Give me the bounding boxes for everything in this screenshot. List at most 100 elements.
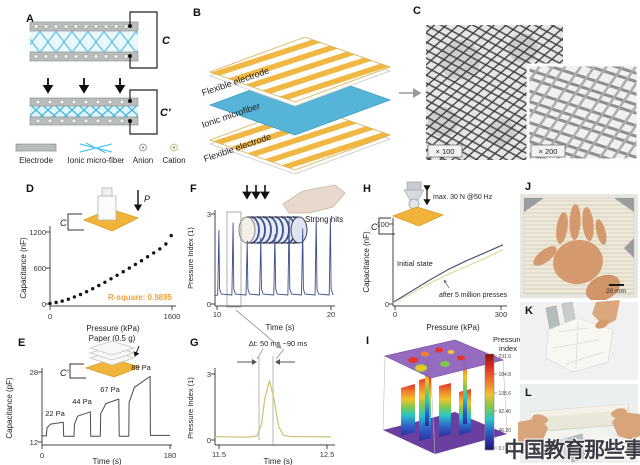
panel-l: L — [518, 382, 640, 465]
h-ytick-0: 0 — [385, 300, 389, 309]
capacitor-wire — [378, 217, 395, 235]
hand-on-sensor-photo: 20 mm — [520, 194, 638, 302]
zoom-box — [226, 211, 242, 308]
mat-clips — [524, 198, 634, 258]
panel-e: E Paper (0.5 g) C' 12 28 0 180 Time (s) … — [0, 332, 185, 465]
step-label-89pa: 89 Pa — [131, 363, 151, 372]
f-xlabel: Time (s) — [265, 323, 294, 332]
legend-electrode: Electrode — [19, 156, 53, 165]
d-ytick-1200: 1200 — [29, 228, 46, 237]
panel-b-label: B — [193, 7, 201, 19]
d-scatter-points — [48, 233, 173, 306]
step-label-22pa: 22 Pa — [45, 409, 65, 418]
colorbar: Pressure index 231.0 184.8 138.6 92.40 4… — [484, 335, 523, 452]
surface-plot — [382, 339, 508, 455]
step-label-67pa: 67 Pa — [100, 385, 120, 394]
g-xlabel: Time (s) — [263, 457, 292, 465]
rsquare-annotation: R-square: 0.9895 — [108, 293, 173, 302]
panel-h-plot: H max. 30 N @50 Hz C 0 100 0 300 Pressur… — [362, 181, 508, 332]
legend-cation: Cation — [162, 156, 185, 165]
panel-h-label: H — [363, 183, 371, 195]
e-ylabel: Capacitance (pF) — [5, 377, 14, 439]
f-spike-curve — [214, 216, 334, 297]
h-ytick-100: 100 — [376, 220, 389, 229]
g-ytick-0: 0 — [207, 436, 211, 445]
right-hand — [611, 408, 640, 440]
fiber-swatch — [79, 142, 113, 154]
step-label-44pa: 44 Pa — [72, 397, 92, 406]
capacitance-symbol: C — [60, 218, 67, 228]
cb-tick-5: 0.000 — [499, 446, 512, 452]
panel-g: G Δt: 50 ms ~90 ms 0 3 11.5 12.5 Time (s… — [183, 332, 340, 465]
paper-sheet — [88, 340, 136, 356]
electrode-tab — [567, 433, 587, 463]
panel-l-label: L — [525, 387, 532, 399]
sensor-plate — [391, 206, 445, 227]
d-ylabel: Capacitance (nF) — [19, 237, 28, 299]
capacitance-symbol-pressed: C' — [160, 107, 171, 119]
electrode-swatch — [15, 143, 57, 152]
legend-fiber: Ionic micro-fiber — [68, 156, 125, 165]
h-xlabel: Pressure (kPa) — [426, 323, 480, 332]
initial-state-label: Initial state — [397, 259, 433, 268]
cb-tick-1: 184.8 — [499, 372, 512, 378]
f-ylabel: Pressure Index (1) — [186, 227, 195, 289]
hand — [533, 204, 621, 302]
aged-pointer — [443, 279, 450, 289]
pressure-spike — [463, 358, 467, 424]
g-ytick-3: 3 — [207, 370, 211, 379]
legend-anion: Anion — [133, 156, 153, 165]
magnification-tag-200: × 200 — [530, 144, 566, 158]
f-xtick-20: 20 — [327, 310, 335, 319]
d-xtick-0: 0 — [48, 312, 52, 321]
panel-a: A C — [0, 0, 190, 177]
axes — [389, 218, 507, 310]
sem-image-200x — [526, 63, 640, 162]
panel-b-drawing: B Flexible electrode Ionic microfiber Fl… — [193, 7, 392, 175]
h-ylabel: Capacitance (nF) — [362, 231, 371, 293]
panel-c: C × 100 × 200 — [398, 0, 640, 185]
panel-c-label: C — [413, 5, 421, 17]
capacitor-wire — [67, 213, 84, 231]
top-electrode-layer — [208, 36, 392, 103]
e-ytick-28: 28 — [30, 368, 38, 377]
cb-tick-0: 231.0 — [499, 354, 512, 360]
panel-f-plot: F Strong hits 0 3 10 20 Time (s) — [186, 183, 346, 332]
panel-e-label: E — [18, 337, 25, 349]
panel-j: J 20 mm — [518, 180, 640, 305]
hitting-hand — [282, 184, 346, 214]
strong-hits-caption: Strong hits — [305, 215, 343, 224]
top-pressure-layer — [383, 339, 505, 379]
cb-tick-2: 138.6 — [499, 391, 512, 397]
dt-measure-guides — [237, 348, 295, 445]
panel-e-plot: E Paper (0.5 g) C' 12 28 0 180 Time (s) … — [5, 334, 176, 465]
panel-i-3d-map: I Pressure index — [366, 335, 523, 455]
compressed-sensor-schematic: C' — [29, 89, 171, 135]
e-xtick-0: 0 — [40, 451, 44, 460]
g-ylabel: Pressure Index (1) — [186, 377, 195, 439]
h-xtick-300: 300 — [495, 310, 508, 319]
press-machine — [406, 181, 422, 191]
pressure-spike — [425, 362, 429, 426]
paper-weight-inset: Paper (0.5 g) C' — [60, 334, 142, 379]
axes — [46, 226, 176, 310]
panel-b: B Flexible electrode Ionic microfiber Fl… — [185, 0, 400, 180]
cb-tick-4: 46.20 — [499, 428, 512, 434]
svg-text:× 200: × 200 — [539, 147, 558, 156]
panel-d-label: D — [26, 183, 34, 195]
panel-g-label: G — [190, 337, 199, 349]
axes — [211, 368, 335, 449]
capacitance-symbol: C' — [60, 368, 68, 378]
scale-bar-label: 20 mm — [606, 288, 626, 295]
panel-i-label: I — [366, 335, 369, 347]
panel-a-label: A — [26, 13, 34, 25]
colorbar-title-line1: Pressure — [493, 335, 523, 344]
panel-d: D P C 0 600 1200 0 1600 Pressure (kPa) C… — [18, 180, 188, 343]
fatigue-caption: max. 30 N @50 Hz — [433, 194, 493, 201]
axes — [211, 210, 335, 310]
force-symbol: P — [144, 194, 150, 204]
e-ytick-12: 12 — [30, 438, 38, 447]
dt-annotation: Δt: 50 ms ~90 ms — [249, 339, 308, 348]
film-highlight — [530, 404, 628, 418]
exploded-stack: Flexible electrode Ionic microfiber Flex… — [200, 36, 392, 175]
